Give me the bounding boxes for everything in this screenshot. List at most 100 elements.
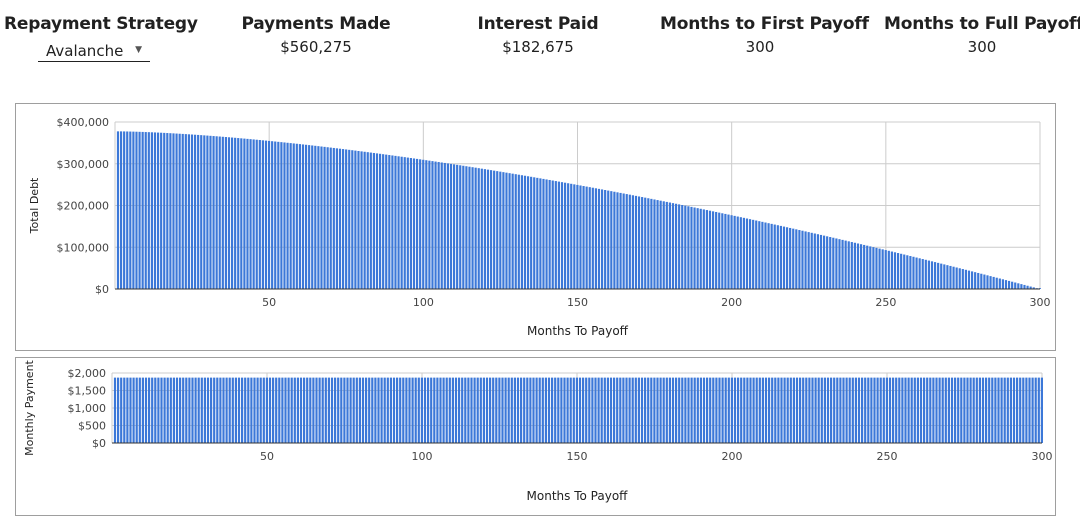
debt-bar bbox=[264, 140, 268, 289]
payment-bar bbox=[219, 377, 222, 443]
payments-made-label: Payments Made bbox=[241, 14, 391, 34]
payment-bar bbox=[575, 377, 578, 443]
payment-bar bbox=[975, 377, 978, 443]
payment-bar bbox=[882, 377, 885, 443]
debt-bar bbox=[480, 168, 483, 289]
payment-bar bbox=[523, 377, 526, 443]
debt-bar bbox=[237, 138, 240, 289]
debt-bar bbox=[918, 258, 921, 289]
payment-bar bbox=[1025, 377, 1028, 443]
debt-bar bbox=[166, 133, 169, 289]
payment-bar bbox=[696, 377, 699, 443]
debt-bar bbox=[619, 192, 622, 289]
debt-bar bbox=[465, 166, 468, 289]
payment-bar bbox=[628, 377, 631, 443]
payment-bar bbox=[972, 377, 975, 443]
payment-bar bbox=[501, 377, 504, 443]
payment-bar bbox=[578, 377, 582, 443]
payment-bar bbox=[792, 377, 795, 443]
payment-bar bbox=[1031, 377, 1034, 443]
payment-bar bbox=[371, 377, 374, 443]
debt-bar bbox=[274, 141, 277, 289]
debt-bar bbox=[900, 253, 903, 289]
debt-bar bbox=[644, 197, 647, 289]
debt-bar bbox=[838, 239, 841, 289]
debt-bar bbox=[403, 157, 406, 289]
payment-bar bbox=[179, 377, 182, 443]
payment-bar bbox=[166, 377, 169, 443]
debt-bar bbox=[116, 131, 120, 289]
payment-bar bbox=[861, 377, 864, 443]
debt-bar bbox=[437, 162, 440, 289]
debt-bar bbox=[866, 245, 869, 289]
debt-y-tick-label: $300,000 bbox=[57, 158, 110, 171]
payment-bar bbox=[169, 377, 172, 443]
debt-bar bbox=[286, 142, 289, 289]
payment-bar bbox=[551, 377, 554, 443]
payment-bar bbox=[138, 377, 141, 443]
debt-bar bbox=[853, 242, 856, 289]
payment-bar bbox=[892, 377, 895, 443]
debt-bar bbox=[190, 134, 194, 289]
debt-bar bbox=[841, 239, 844, 289]
debt-bar bbox=[443, 162, 446, 289]
payment-bar bbox=[597, 377, 600, 443]
debt-bar bbox=[752, 219, 755, 289]
payment-bar bbox=[526, 377, 529, 443]
payment-bar bbox=[857, 377, 861, 443]
payment-bar bbox=[228, 377, 231, 443]
payment-bar bbox=[873, 377, 876, 443]
payment-bar bbox=[405, 377, 408, 443]
debt-bar bbox=[903, 254, 906, 289]
debt-bar bbox=[887, 250, 890, 289]
payment-bar bbox=[1028, 377, 1031, 443]
payment-bar bbox=[721, 377, 724, 443]
debt-bar bbox=[391, 155, 394, 289]
payment-bar bbox=[346, 377, 349, 443]
payment-x-tick-label: 50 bbox=[260, 450, 274, 463]
debt-bar bbox=[218, 136, 221, 289]
payments-made-value: $560,275 bbox=[280, 38, 352, 56]
payment-bar bbox=[185, 377, 188, 443]
months-full-payoff-value: 300 bbox=[967, 38, 997, 56]
debt-bar bbox=[280, 142, 283, 289]
payment-bar bbox=[411, 377, 414, 443]
debt-bar bbox=[1014, 282, 1017, 289]
debt-bar bbox=[563, 182, 567, 289]
payment-bar bbox=[789, 377, 792, 443]
payment-bar bbox=[315, 377, 318, 443]
debt-bar bbox=[468, 166, 471, 289]
debt-bar bbox=[755, 220, 758, 289]
debt-bar bbox=[477, 168, 480, 289]
debt-bar bbox=[511, 173, 514, 289]
debt-bar bbox=[715, 211, 718, 289]
payment-bar bbox=[845, 377, 848, 443]
debt-bar bbox=[816, 234, 819, 289]
payment-bar bbox=[786, 377, 789, 443]
debt-bar bbox=[582, 186, 585, 289]
debt-bar bbox=[998, 278, 1001, 289]
debt-bar bbox=[742, 217, 745, 289]
debt-bar bbox=[1023, 284, 1026, 289]
debt-bar bbox=[693, 207, 696, 289]
debt-bar bbox=[341, 149, 345, 289]
payment-bar bbox=[826, 377, 830, 443]
payment-bar bbox=[374, 377, 377, 443]
payment-bar bbox=[678, 377, 681, 443]
debt-bar bbox=[573, 184, 576, 289]
payment-bar bbox=[1037, 377, 1040, 443]
payment-bar bbox=[907, 377, 910, 443]
debt-bar bbox=[912, 256, 915, 289]
payment-bar bbox=[321, 377, 324, 443]
payment-bar bbox=[904, 377, 907, 443]
debt-bar bbox=[597, 188, 601, 289]
debt-bar bbox=[172, 133, 175, 289]
payment-bar bbox=[482, 377, 485, 443]
payment-bar bbox=[594, 377, 597, 443]
debt-x-axis-title: Months To Payoff bbox=[527, 324, 629, 338]
debt-bar bbox=[486, 169, 490, 289]
strategy-dropdown[interactable]: Avalanche ▼ bbox=[38, 41, 150, 62]
payment-bar bbox=[454, 377, 458, 443]
payment-bar bbox=[727, 377, 730, 443]
payment-bar bbox=[529, 377, 532, 443]
